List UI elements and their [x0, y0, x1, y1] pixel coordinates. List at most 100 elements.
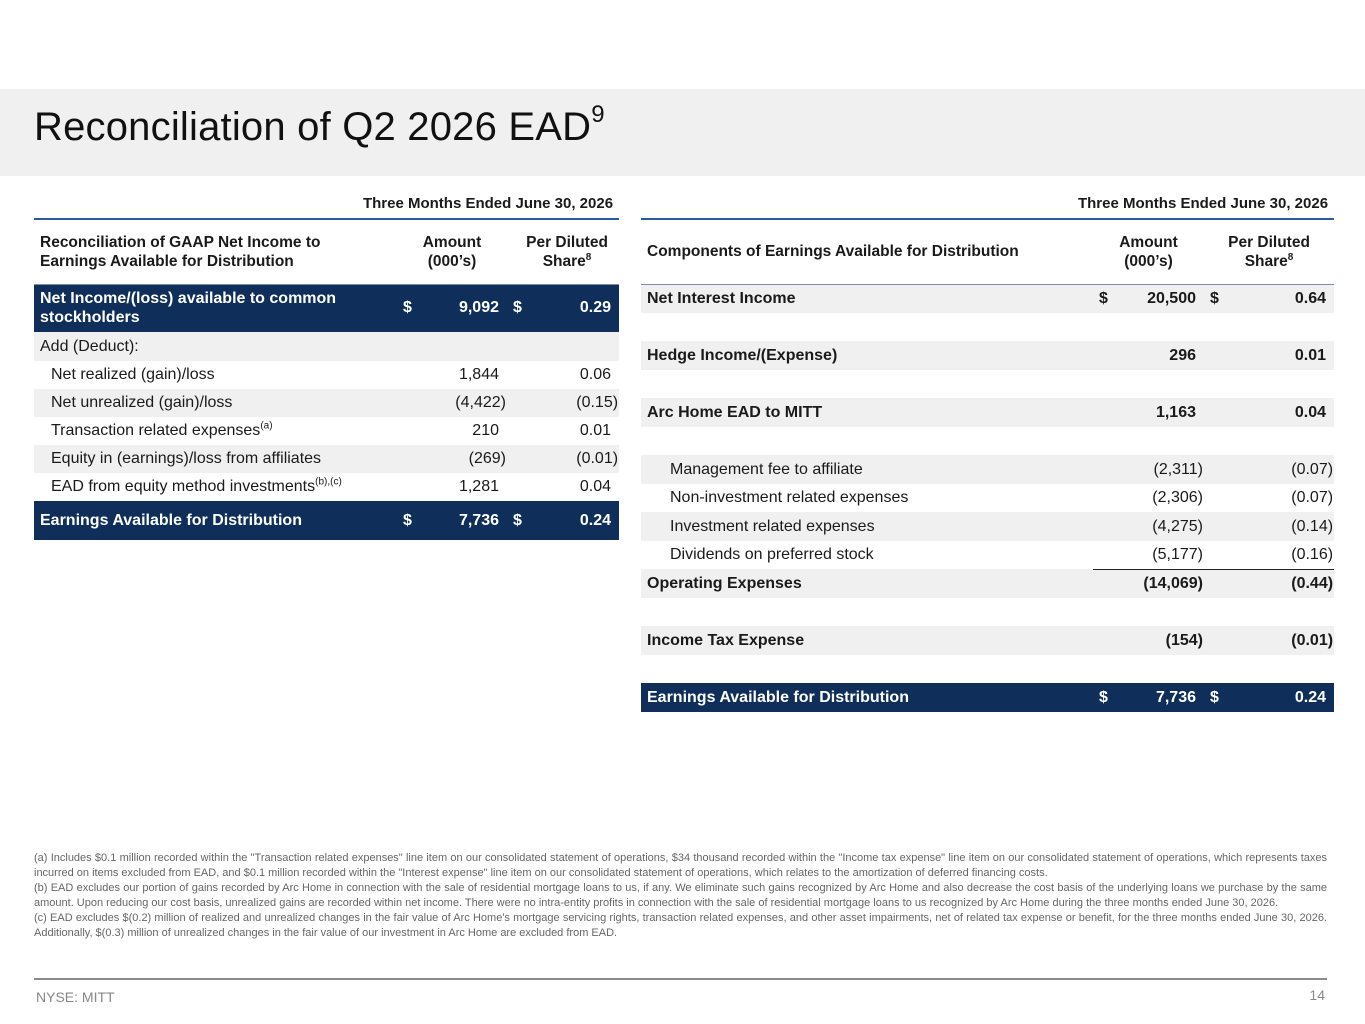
row-label: Earnings Available for Distribution: [641, 683, 1093, 712]
per-share-cell: 0.24: [1226, 683, 1335, 712]
per-share-cell: 0.04: [579, 478, 612, 495]
spacer-row: [641, 427, 1334, 455]
per-share-cell: (0.44): [1226, 568, 1335, 598]
row-label: Dividends on preferred stock: [670, 546, 874, 563]
period-label: Three Months Ended June 30, 2026: [34, 193, 620, 220]
dollar-sign: $: [1204, 284, 1226, 313]
table-row: Dividends on preferred stock (5,177) (0.…: [641, 541, 1334, 569]
table-row: Earnings Available for Distribution $ 7,…: [641, 683, 1335, 712]
dollar-sign: $: [1093, 683, 1115, 712]
row-label: Transaction related expenses(a): [51, 420, 273, 439]
per-share-cell: (0.07): [1291, 489, 1334, 506]
table-row: EAD from equity method investments(b),(c…: [34, 473, 619, 501]
spacer-row: [641, 370, 1334, 398]
per-share-cell: (0.01): [1226, 626, 1335, 655]
row-label: Add (Deduct):: [34, 332, 620, 361]
row-label: Non-investment related expenses: [670, 489, 909, 506]
row-label: Earnings Available for Distribution: [34, 501, 397, 540]
per-share-column-header: Per Diluted Share8: [1204, 219, 1335, 285]
table-row: Equity in (earnings)/loss from affiliate…: [34, 445, 620, 473]
row-label: Investment related expenses: [641, 512, 1093, 541]
spacer-row: [641, 655, 1334, 683]
table-row: Net unrealized (gain)/loss (4,422) (0.15…: [34, 389, 620, 417]
amount-cell: (5,177): [1152, 545, 1203, 563]
per-share-cell: 0.01: [579, 422, 612, 439]
table-row: Net Interest Income $ 20,500 $ 0.64: [641, 284, 1335, 313]
column-header-row: Reconciliation of GAAP Net Income to Ear…: [34, 219, 620, 285]
amount-cell: 1,281: [458, 478, 499, 495]
footnotes: (a) Includes $0.1 million recorded withi…: [34, 851, 1327, 941]
amount-cell: 210: [472, 422, 499, 439]
label-column-header: Reconciliation of GAAP Net Income to Ear…: [34, 219, 397, 285]
row-label: Equity in (earnings)/loss from affiliate…: [34, 445, 397, 473]
title-band: [0, 89, 1365, 176]
per-share-cell: (0.07): [1226, 455, 1335, 484]
row-label: Net unrealized (gain)/loss: [34, 389, 397, 417]
table-row: Investment related expenses (4,275) (0.1…: [641, 512, 1335, 541]
per-share-cell: 0.01: [1226, 341, 1335, 370]
gaap-reconciliation-table: Three Months Ended June 30, 2026 Reconci…: [34, 193, 620, 540]
amount-cell: (2,311): [1115, 455, 1204, 484]
amount-cell: (2,306): [1152, 489, 1203, 506]
amount-cell: (4,275): [1115, 512, 1204, 541]
per-share-cell: (0.14): [1226, 512, 1335, 541]
row-label: EAD from equity method investments(b),(c…: [51, 476, 342, 495]
ticker-label: NYSE: MITT: [36, 989, 115, 1005]
amount-cell: 7,736: [1115, 683, 1204, 712]
per-share-cell: 0.04: [1226, 398, 1335, 427]
label-column-header: Components of Earnings Available for Dis…: [641, 219, 1093, 285]
amount-cell: 1,844: [458, 366, 499, 383]
amount-column-header: Amount (000’s): [397, 219, 507, 285]
period-label: Three Months Ended June 30, 2026: [641, 193, 1335, 220]
per-share-cell: (0.16): [1291, 545, 1334, 563]
per-share-column-header: Per Diluted Share8: [507, 219, 620, 285]
spacer-row: [641, 313, 1334, 341]
row-label: Net realized (gain)/loss: [51, 366, 215, 383]
amount-cell: 1,163: [1115, 398, 1204, 427]
table-row: Operating Expenses (14,069) (0.44): [641, 568, 1335, 598]
footer-divider: [34, 978, 1327, 980]
period-row: Three Months Ended June 30, 2026: [34, 193, 620, 220]
per-share-cell: 0.24: [529, 501, 620, 540]
row-label: Hedge Income/(Expense): [641, 341, 1093, 370]
row-label: Operating Expenses: [641, 569, 1093, 598]
amount-cell: (14,069): [1115, 568, 1204, 598]
dollar-sign: $: [507, 501, 529, 540]
dollar-sign: $: [507, 284, 529, 332]
footnote-b: (b) EAD excludes our portion of gains re…: [34, 882, 1327, 909]
per-share-cell: 0.06: [579, 366, 612, 383]
footnote-c: (c) EAD excludes $(0.2) million of reali…: [34, 912, 1327, 939]
period-row: Three Months Ended June 30, 2026: [641, 193, 1335, 220]
per-share-cell: (0.15): [529, 389, 620, 417]
amount-cell: (4,422): [419, 389, 507, 417]
table-row: Add (Deduct):: [34, 332, 620, 361]
page-number: 14: [1309, 987, 1325, 1003]
table-row: Net realized (gain)/loss 1,844 0.06: [34, 361, 619, 389]
table-row: Transaction related expenses(a) 210 0.01: [34, 417, 619, 445]
table-row: Management fee to affiliate (2,311) (0.0…: [641, 455, 1335, 484]
amount-cell: 9,092: [419, 284, 507, 332]
amount-cell: (154): [1115, 626, 1204, 655]
table-row: Non-investment related expenses (2,306) …: [641, 484, 1334, 512]
dollar-sign: $: [1093, 284, 1115, 313]
footnote-a: (a) Includes $0.1 million recorded withi…: [34, 852, 1327, 879]
per-share-cell: 0.29: [529, 284, 620, 332]
table-row: Earnings Available for Distribution $ 7,…: [34, 501, 620, 540]
row-label: Net Interest Income: [641, 284, 1093, 313]
row-label: Income Tax Expense: [641, 626, 1093, 655]
table-row: Net Income/(loss) available to common st…: [34, 284, 620, 332]
table-row: Arc Home EAD to MITT 1,163 0.04: [641, 398, 1335, 427]
amount-column-header: Amount (000’s): [1093, 219, 1204, 285]
spacer-row: [641, 598, 1334, 626]
per-share-cell: 0.64: [1226, 284, 1335, 313]
per-share-cell: (0.01): [529, 445, 620, 473]
row-label: Net Income/(loss) available to common st…: [34, 284, 397, 332]
dollar-sign: $: [397, 284, 419, 332]
amount-cell: 20,500: [1115, 284, 1204, 313]
row-label: Management fee to affiliate: [641, 455, 1093, 484]
amount-cell: (269): [419, 445, 507, 473]
dollar-sign: $: [1204, 683, 1226, 712]
table-row: Hedge Income/(Expense) 296 0.01: [641, 341, 1335, 370]
amount-cell: 7,736: [419, 501, 507, 540]
dollar-sign: $: [397, 501, 419, 540]
